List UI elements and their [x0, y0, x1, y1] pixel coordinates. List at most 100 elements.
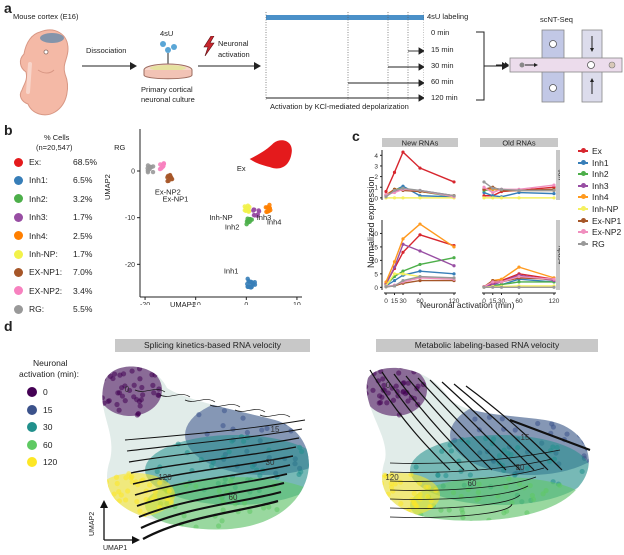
- reagent-label: 4sU: [160, 29, 174, 38]
- cluster-label: Inh2: [225, 222, 240, 231]
- streamline: [140, 490, 282, 529]
- cell-point: [496, 453, 502, 459]
- streamline: [136, 473, 288, 507]
- cell-point: [259, 427, 265, 433]
- cell-point: [401, 380, 407, 386]
- x-tick-label: -10: [191, 302, 201, 305]
- cell-point: [366, 384, 369, 390]
- legend-swatch: [578, 159, 588, 165]
- x-tick-label: 30: [498, 298, 506, 305]
- data-point: [491, 285, 495, 289]
- legend-pct: 1.7%: [73, 249, 93, 259]
- y-tick-label: 4: [374, 153, 378, 160]
- cell-point: [411, 369, 417, 375]
- cluster-label: RG: [114, 143, 125, 152]
- cell-point: [376, 504, 382, 510]
- legend-item: Inh-NP: [578, 204, 618, 214]
- cell-point: [314, 437, 319, 442]
- cell-point: [296, 405, 302, 411]
- device-input-arrow: [496, 62, 509, 68]
- cell-point: [151, 390, 157, 396]
- cell-point: [216, 488, 222, 494]
- data-point: [491, 186, 495, 190]
- cell-point: [245, 207, 251, 212]
- cell-point: [529, 492, 535, 499]
- cell-point: [446, 507, 452, 513]
- velocity-streamlines: [124, 389, 306, 540]
- streamline: [389, 494, 521, 509]
- data-point: [517, 280, 521, 284]
- time-annotation: 120: [385, 473, 399, 482]
- cell-point: [489, 440, 495, 447]
- cell-point: [530, 496, 537, 503]
- legend-name: Inh1:: [29, 175, 48, 186]
- legend-pct: 6.5%: [73, 175, 93, 186]
- cell-point: [209, 463, 215, 469]
- cell-point: [506, 476, 512, 482]
- cell-point: [380, 376, 386, 382]
- legend-swatch: [14, 212, 23, 222]
- culture-label-2: neuronal culture: [141, 95, 195, 104]
- cell-point: [570, 503, 576, 509]
- cell-point: [102, 376, 107, 382]
- umap-axes-indicator: [100, 500, 140, 544]
- facet-strip: [556, 220, 560, 290]
- y-tick-label: 3: [374, 163, 378, 170]
- data-point: [392, 260, 397, 264]
- facet-title: Old RNAs: [502, 139, 536, 148]
- data-point: [392, 188, 397, 193]
- cell-point: [103, 484, 110, 490]
- cell-point: [152, 494, 158, 500]
- legend-item: 15: [27, 404, 52, 415]
- legend-label: Inh-NP: [592, 204, 619, 214]
- cell-point: [557, 399, 563, 406]
- cell-point: [129, 368, 135, 374]
- cell-point: [398, 367, 404, 370]
- legend-swatch: [578, 194, 588, 200]
- cell-point: [254, 213, 259, 218]
- cell-point: [416, 480, 423, 486]
- cell-point: [169, 176, 174, 182]
- legend-swatch: [578, 171, 588, 177]
- cell-point: [380, 500, 386, 507]
- x-tick-label: 15: [391, 298, 399, 305]
- x-tick-label: 60: [515, 298, 523, 305]
- cell-point: [116, 407, 122, 413]
- timepoint-arrows: [266, 47, 424, 102]
- legend-label: Inh4: [592, 192, 609, 203]
- legend-item: EX-NP2: 3.4%: [14, 286, 92, 296]
- y-tick-label: 10: [371, 258, 379, 265]
- streamline: [417, 377, 507, 471]
- embryo-limb: [26, 62, 32, 94]
- cell-point: [263, 205, 269, 210]
- cell-point: [381, 382, 387, 388]
- cell-point: [390, 397, 397, 403]
- legend-label: Ex: [592, 146, 602, 156]
- streamline: [509, 418, 591, 452]
- data-point: [452, 256, 456, 260]
- cell-point: [123, 475, 129, 481]
- cluster-rg: [145, 163, 156, 175]
- x-tick-label: 0: [482, 298, 486, 305]
- data-point: [452, 276, 456, 280]
- timepoint-120: 120 min: [431, 93, 458, 102]
- cell-point: [370, 387, 376, 393]
- cell-point: [146, 482, 153, 488]
- cell-point: [378, 480, 385, 486]
- cell-point: [405, 398, 411, 404]
- data-point: [499, 277, 504, 281]
- y-tick-label: -20: [125, 262, 135, 269]
- data-point: [482, 180, 486, 184]
- y-tick-label: 5: [374, 271, 378, 278]
- labeling-label: 4sU labeling: [427, 12, 469, 21]
- cell-point: [299, 506, 305, 512]
- cell-point: [126, 471, 132, 477]
- data-point: [392, 278, 397, 283]
- streamline: [393, 373, 479, 471]
- legend-label: Inh1: [592, 157, 609, 168]
- legend-item: Inh4: 2.5%: [14, 231, 92, 241]
- cell-point: [228, 478, 234, 484]
- cell-point: [512, 472, 518, 478]
- cell-point: [261, 505, 267, 511]
- data-point: [418, 222, 422, 226]
